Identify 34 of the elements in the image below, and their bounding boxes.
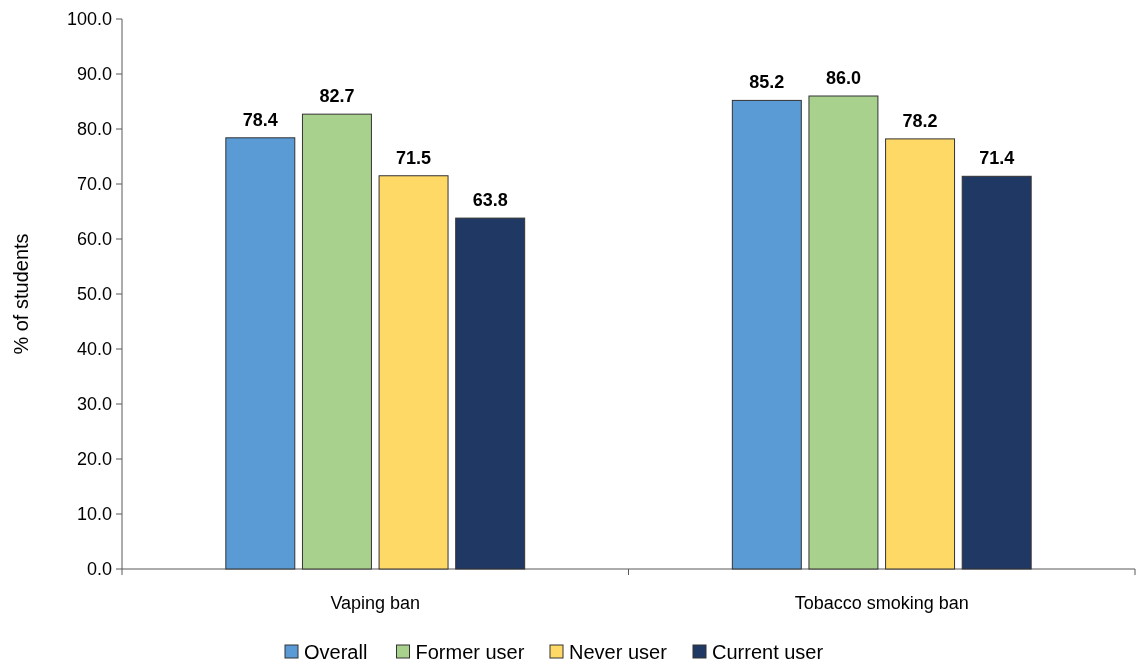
y-tick-label: 60.0 bbox=[76, 229, 112, 250]
data-label: 78.2 bbox=[902, 110, 938, 131]
x-tick-label: Tobacco smoking ban bbox=[794, 593, 969, 613]
y-tick-label: 50.0 bbox=[76, 284, 112, 305]
legend-label: Current user bbox=[712, 641, 824, 663]
y-tick-label: 0.0 bbox=[86, 559, 112, 580]
bar bbox=[808, 95, 879, 570]
y-tick-label: 20.0 bbox=[76, 449, 112, 470]
bar bbox=[225, 137, 296, 570]
legend-label: Overall bbox=[304, 641, 368, 663]
data-label: 63.8 bbox=[472, 190, 508, 211]
y-tick-label: 40.0 bbox=[76, 339, 112, 360]
data-label: 82.7 bbox=[319, 86, 355, 107]
data-label: 86.0 bbox=[825, 68, 861, 88]
y-axis-title: % of students bbox=[10, 233, 32, 355]
y-tick-label: 70.0 bbox=[76, 174, 112, 195]
y-tick-label: 10.0 bbox=[76, 504, 112, 525]
y-tick-label: 100.0 bbox=[66, 9, 112, 30]
bar bbox=[885, 138, 956, 570]
bar bbox=[455, 217, 526, 570]
y-tick-label: 30.0 bbox=[76, 394, 112, 415]
data-label: 71.5 bbox=[396, 147, 432, 168]
data-label: 78.4 bbox=[242, 109, 278, 130]
data-label: 71.4 bbox=[979, 148, 1015, 169]
bar bbox=[731, 99, 802, 570]
bar bbox=[378, 175, 449, 570]
legend-label: Never user bbox=[569, 641, 668, 663]
y-tick-label: 80.0 bbox=[76, 119, 112, 140]
legend-label: Former user bbox=[415, 641, 525, 663]
data-label: 85.2 bbox=[749, 72, 785, 93]
bar bbox=[301, 113, 372, 570]
bar bbox=[961, 175, 1032, 570]
y-tick-label: 90.0 bbox=[76, 64, 112, 85]
x-tick-label: Vaping ban bbox=[330, 593, 421, 613]
